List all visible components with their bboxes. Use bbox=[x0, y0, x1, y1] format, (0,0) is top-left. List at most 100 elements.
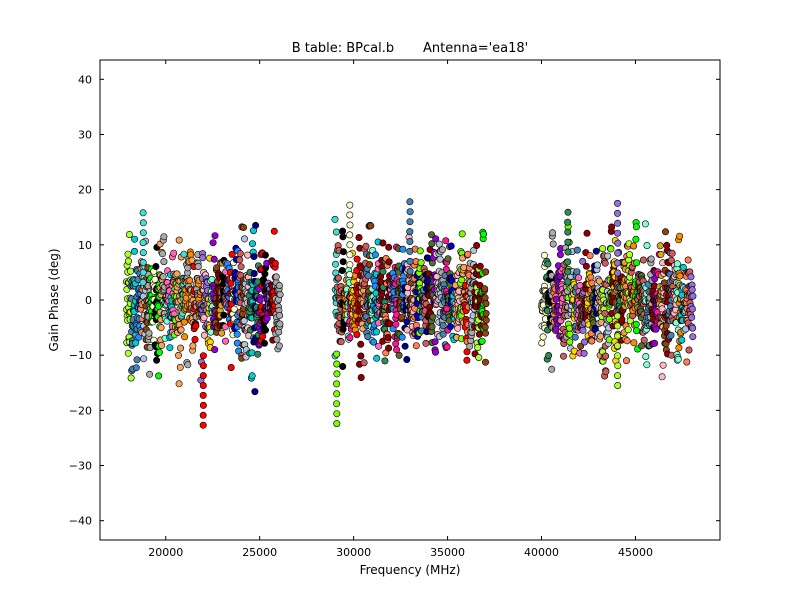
data-point bbox=[159, 250, 167, 258]
data-point bbox=[633, 259, 641, 267]
data-point bbox=[580, 338, 588, 346]
data-point bbox=[346, 251, 354, 259]
data-point bbox=[133, 356, 141, 364]
data-point bbox=[334, 274, 342, 282]
data-point bbox=[458, 276, 466, 284]
data-point bbox=[384, 333, 392, 341]
data-point bbox=[406, 198, 414, 206]
data-point bbox=[431, 338, 439, 346]
data-point bbox=[564, 208, 572, 216]
data-point bbox=[158, 341, 166, 349]
data-point bbox=[613, 199, 621, 207]
data-point bbox=[276, 290, 284, 298]
data-point bbox=[379, 239, 387, 247]
data-point bbox=[338, 266, 346, 274]
data-point bbox=[261, 251, 269, 259]
data-point bbox=[186, 276, 194, 284]
data-point bbox=[175, 351, 183, 359]
data-point bbox=[160, 233, 168, 241]
data-point bbox=[564, 278, 572, 286]
data-point bbox=[191, 335, 199, 343]
data-point bbox=[463, 356, 471, 364]
data-point bbox=[241, 235, 249, 243]
data-point bbox=[209, 239, 217, 247]
data-point bbox=[643, 242, 651, 250]
data-point bbox=[260, 339, 268, 347]
data-point bbox=[275, 342, 283, 350]
axis-ticks: 20000 25000 30000 35000 40000 45000 −40 −30 −20 −… bbox=[69, 60, 720, 559]
data-point bbox=[481, 329, 489, 337]
data-point bbox=[406, 218, 414, 226]
data-point bbox=[602, 368, 610, 376]
data-point bbox=[346, 334, 354, 342]
data-point bbox=[251, 388, 259, 396]
data-point bbox=[124, 349, 132, 357]
data-point bbox=[184, 361, 192, 369]
data-point bbox=[641, 220, 649, 228]
data-point bbox=[607, 245, 615, 253]
data-point bbox=[544, 260, 552, 268]
data-point bbox=[139, 239, 147, 247]
y-axis-label: Gain Phase (deg) bbox=[47, 248, 61, 351]
data-point bbox=[127, 374, 135, 382]
data-point bbox=[475, 353, 483, 361]
data-point bbox=[439, 322, 447, 330]
data-point bbox=[428, 323, 436, 331]
data-point bbox=[132, 364, 140, 372]
data-point bbox=[614, 381, 622, 389]
data-point bbox=[406, 257, 414, 265]
x-tick-label: 35000 bbox=[430, 546, 465, 559]
data-point bbox=[422, 339, 430, 347]
data-point bbox=[152, 262, 160, 270]
data-point bbox=[545, 351, 553, 359]
data-point bbox=[139, 278, 147, 286]
data-point bbox=[575, 274, 583, 282]
data-point bbox=[583, 229, 591, 237]
data-point bbox=[139, 219, 147, 227]
data-point bbox=[613, 259, 621, 267]
data-point bbox=[614, 229, 622, 237]
data-point bbox=[220, 311, 228, 319]
data-point bbox=[210, 255, 218, 263]
data-point bbox=[276, 311, 284, 319]
data-point bbox=[687, 273, 695, 281]
data-point bbox=[339, 258, 347, 266]
data-point bbox=[657, 250, 665, 258]
data-point bbox=[601, 259, 609, 267]
data-point bbox=[333, 370, 341, 378]
data-point bbox=[199, 401, 207, 409]
data-point bbox=[125, 231, 133, 239]
data-point bbox=[155, 348, 163, 356]
data-point bbox=[199, 352, 207, 360]
data-point bbox=[638, 342, 646, 350]
data-point bbox=[357, 373, 365, 381]
data-point bbox=[588, 337, 596, 345]
data-point bbox=[674, 355, 682, 363]
data-point bbox=[463, 348, 471, 356]
data-point bbox=[398, 313, 406, 321]
data-point bbox=[614, 362, 622, 370]
data-point bbox=[443, 343, 451, 351]
data-point bbox=[250, 253, 258, 261]
data-point bbox=[668, 249, 676, 257]
data-point bbox=[626, 251, 634, 259]
data-point bbox=[346, 201, 354, 209]
x-tick-label: 25000 bbox=[242, 546, 277, 559]
data-point bbox=[403, 355, 411, 363]
data-point bbox=[181, 333, 189, 341]
data-point bbox=[131, 247, 139, 255]
data-point bbox=[177, 326, 185, 334]
data-point bbox=[632, 223, 640, 231]
data-point bbox=[658, 373, 666, 381]
data-point bbox=[639, 256, 647, 264]
data-point bbox=[360, 359, 368, 367]
data-point bbox=[548, 365, 556, 373]
data-point bbox=[375, 342, 383, 350]
data-point bbox=[656, 242, 664, 250]
data-point bbox=[355, 234, 363, 242]
data-point bbox=[651, 339, 659, 347]
data-point bbox=[175, 236, 183, 244]
data-point bbox=[249, 240, 257, 248]
data-point bbox=[473, 242, 481, 250]
data-point bbox=[673, 260, 681, 268]
